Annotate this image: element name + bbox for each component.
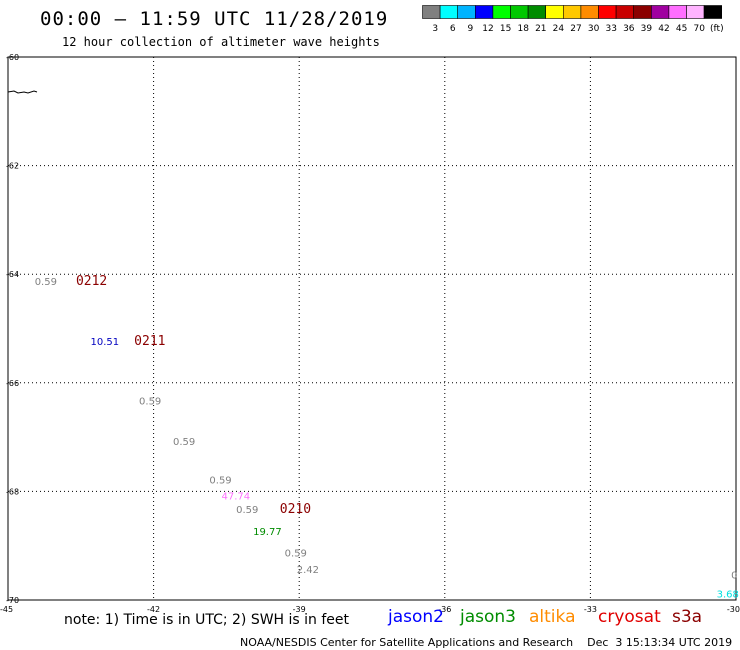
pass-time-label: 0212 [76, 274, 107, 289]
lon-label: -45 [0, 605, 13, 614]
lat-label: -66 [6, 379, 19, 388]
colorbar-label: 18 [517, 24, 529, 34]
colorbar-label: 6 [450, 24, 456, 34]
swh-value-label: 19.77 [253, 527, 282, 538]
swh-value-label: 0.59 [139, 397, 161, 408]
legend-s3a: s3a [672, 607, 703, 627]
colorbar-label: 33 [605, 24, 616, 34]
lat-label: -62 [6, 162, 19, 171]
colorbar-label: 70 [693, 24, 705, 34]
colorbar-label: 30 [588, 24, 600, 34]
colorbar-label: 27 [570, 24, 581, 34]
legend-cryosat: cryosat [598, 607, 661, 627]
credit-line: NOAA/NESDIS Center for Satellite Applica… [240, 636, 733, 649]
colorbar-label: 12 [482, 24, 493, 34]
legend-altika: altika [529, 607, 576, 627]
lon-label: -30 [727, 605, 740, 614]
swh-value-label: 0.59 [173, 437, 195, 448]
colorbar-label: 24 [553, 24, 565, 34]
colorbar-swatch [703, 5, 723, 19]
colorbar-label: 15 [500, 24, 511, 34]
swh-value-label: 0.59 [285, 549, 307, 560]
swh-value-label: 3.68 [717, 589, 739, 600]
colorbar-label: 42 [658, 24, 669, 34]
map-title: 00:00 – 11:59 UTC 11/28/2019 [40, 8, 389, 30]
lat-label: -68 [6, 487, 19, 496]
lon-label: -39 [293, 605, 306, 614]
colorbar-label: 21 [535, 24, 546, 34]
legend-jason2: jason2 [388, 607, 444, 627]
lat-label: -70 [6, 596, 19, 605]
legend-jason3: jason3 [460, 607, 516, 627]
lon-label: -33 [584, 605, 597, 614]
swh-value-label: 47.74 [222, 492, 251, 503]
colorbar-label: 3 [432, 24, 438, 34]
lon-label: -42 [147, 605, 160, 614]
lon-label: -36 [438, 605, 451, 614]
lat-label: -64 [6, 270, 19, 279]
swh-value-label: 0.59 [35, 277, 57, 288]
pass-time-label: 0210 [280, 502, 311, 517]
swh-value-label: 0 [731, 570, 737, 581]
map-subtitle: 12 hour collection of altimeter wave hei… [62, 35, 380, 49]
swh-value-label: 0.59 [209, 475, 231, 486]
colorbar-label: 45 [676, 24, 687, 34]
pass-time-label: 0211 [134, 334, 165, 349]
coastline [7, 90, 38, 94]
colorbar: 3 6 9 12 15 18 21 24 27 30 33 36 39 42 45 70 (ft) [422, 5, 724, 34]
map-frame [7, 56, 737, 601]
swh-value-label: 10.51 [91, 337, 120, 348]
swh-value-label: 2.42 [297, 565, 319, 576]
colorbar-label: 36 [623, 24, 635, 34]
lat-label: -60 [6, 53, 19, 62]
swh-value-label: 0.59 [236, 505, 258, 516]
colorbar-label: (ft) [710, 24, 724, 34]
colorbar-label: 39 [641, 24, 653, 34]
footer-note: note: 1) Time is in UTC; 2) SWH is in fe… [64, 612, 350, 628]
colorbar-label: 9 [468, 24, 474, 34]
